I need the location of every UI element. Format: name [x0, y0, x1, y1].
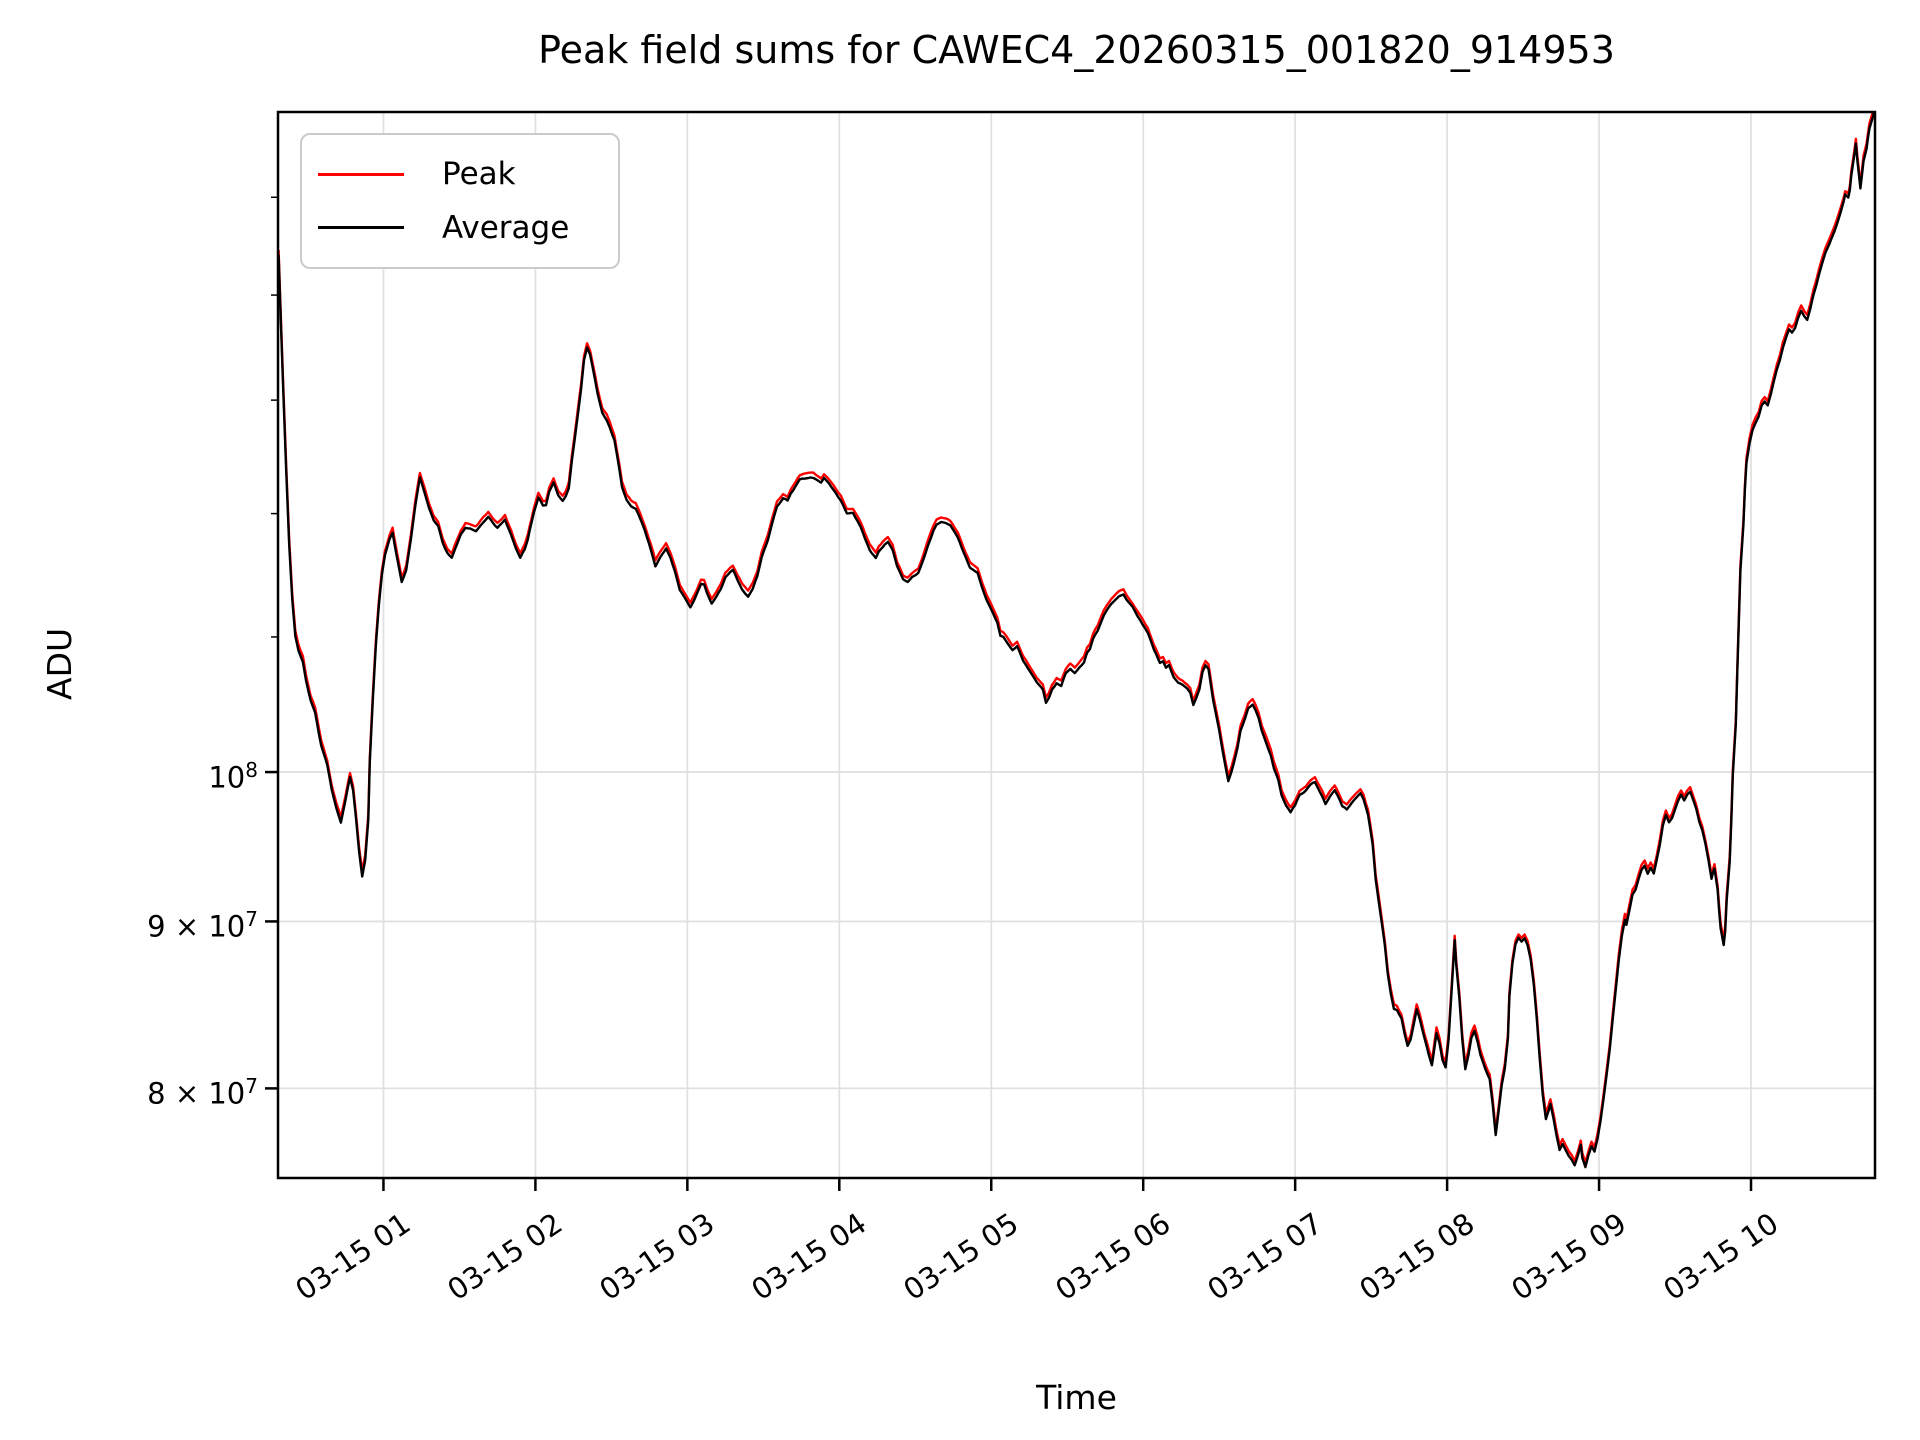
chart-title: Peak field sums for CAWEC4_20260315_0018…: [538, 28, 1615, 72]
axes-frame: [276, 110, 1877, 1180]
y-tick-label: 108: [208, 758, 258, 795]
y-axis-label: ADU: [40, 627, 79, 700]
x-axis-label: Time: [1036, 1378, 1117, 1417]
y-tick-label: 8 × 107: [147, 1074, 258, 1112]
peak-line-sample: [318, 172, 404, 176]
legend-row-average: Average: [302, 210, 618, 246]
y-tick-label: 9 × 107: [147, 907, 258, 945]
legend-label-peak: Peak: [442, 156, 516, 193]
legend-label-average: Average: [442, 209, 570, 246]
legend-row-peak: Peak: [302, 156, 618, 192]
average-line-sample: [318, 226, 404, 230]
legend: Peak Average: [300, 133, 620, 269]
average-series-line: [278, 112, 1875, 1169]
